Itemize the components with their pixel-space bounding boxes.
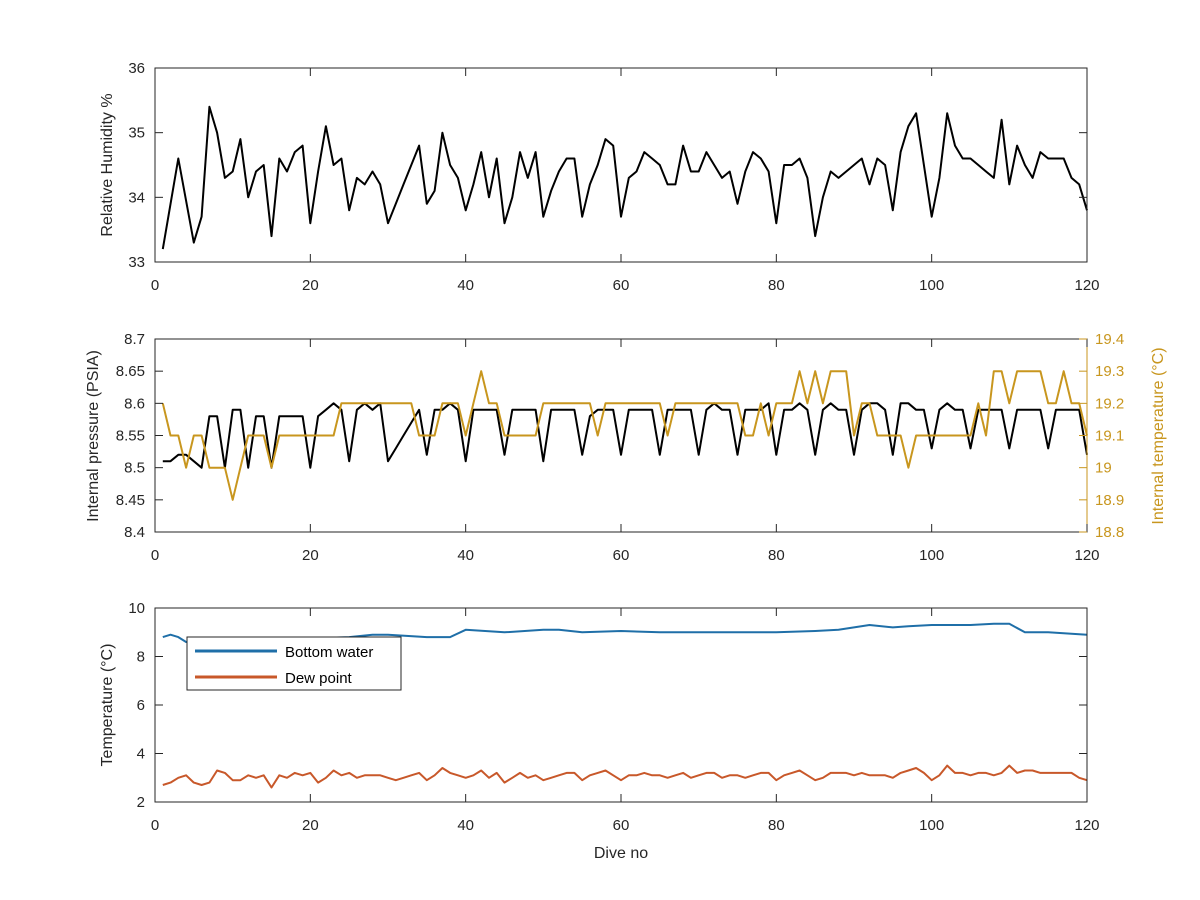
pressure-x-tick-label: 60 [613, 547, 630, 564]
internal-temperature-y-tick-label: 18.9 [1095, 492, 1124, 509]
internal-temperature-y-axis-label: Internal temperature (°C) [1150, 347, 1167, 524]
pressure-series-layer [161, 370, 1088, 501]
pressure-x-tick-label: 120 [1074, 547, 1099, 564]
humidity-x-tick-label: 120 [1074, 277, 1099, 294]
legend: Bottom water Dew point [186, 636, 402, 691]
temperature-x-tick-label: 20 [302, 817, 319, 834]
humidity-line [161, 105, 1088, 250]
humidity-y-tick-label: 36 [128, 60, 145, 77]
humidity-panel: 0 20 40 60 80 100 120 33 34 35 36 Relative Humidit… [99, 60, 1100, 294]
legend-box [186, 636, 402, 691]
humidity-y-axis-label: Relative Humidity % [99, 93, 116, 236]
temperature-x-tick-label: 80 [768, 817, 785, 834]
temperature-x-tick-label: 100 [919, 817, 944, 834]
pressure-y-tick-label: 8.65 [116, 363, 145, 380]
internal-temperature-y-tick-label: 19.4 [1095, 331, 1124, 348]
pressure-y-tick-label: 8.4 [124, 524, 145, 541]
humidity-x-tick-label: 40 [457, 277, 474, 294]
pressure-temperature-panel: 0 20 40 60 80 100 120 8.4 8.45 8.5 8.55 8.6 8.65 8.7 1… [85, 331, 1167, 564]
humidity-x-tick-label: 100 [919, 277, 944, 294]
temperature-x-tick-label: 0 [151, 817, 159, 834]
temperature-x-tick-label: 40 [457, 817, 474, 834]
temperature-y-tick-label: 4 [137, 746, 145, 763]
pressure-x-tick-label: 20 [302, 547, 319, 564]
x-axis-label: Dive no [594, 845, 648, 862]
pressure-x-tick-label: 0 [151, 547, 159, 564]
pressure-y-tick-label: 8.5 [124, 460, 145, 477]
pressure-x-tick-label: 100 [919, 547, 944, 564]
dew-point-line [162, 764, 1088, 789]
internal-temperature-y-tick-label: 18.8 [1095, 524, 1124, 541]
pressure-y-tick-label: 8.6 [124, 395, 145, 412]
humidity-x-tick-label: 20 [302, 277, 319, 294]
humidity-y-tick-label: 33 [128, 254, 145, 271]
pressure-ticks: 0 20 40 60 80 100 120 8.4 8.45 8.5 8.55 8.6 8.65 8.7 1… [116, 331, 1124, 564]
pressure-x-tick-label: 40 [457, 547, 474, 564]
temperature-panel: 0 20 40 60 80 100 120 2 4 6 8 10 Temperature (°C) D… [99, 600, 1100, 862]
pressure-y-tick-label: 8.7 [124, 331, 145, 348]
temperature-y-tick-label: 10 [128, 600, 145, 617]
temperature-y-tick-label: 8 [137, 649, 145, 666]
humidity-x-tick-label: 80 [768, 277, 785, 294]
temperature-ticks: 0 20 40 60 80 100 120 2 4 6 8 10 [128, 600, 1099, 834]
internal-temperature-y-tick-label: 19.3 [1095, 363, 1124, 380]
pressure-y-tick-label: 8.45 [116, 492, 145, 509]
temperature-x-tick-label: 60 [613, 817, 630, 834]
legend-label-bottom-water: Bottom water [285, 644, 373, 661]
humidity-y-tick-label: 35 [128, 125, 145, 142]
internal-temperature-y-tick-label: 19.2 [1095, 395, 1124, 412]
internal-temperature-line [161, 370, 1088, 501]
humidity-x-tick-label: 60 [613, 277, 630, 294]
pressure-y-axis-label: Internal pressure (PSIA) [85, 350, 102, 522]
humidity-ticks: 0 20 40 60 80 100 120 33 34 35 36 [128, 60, 1099, 294]
humidity-y-tick-label: 34 [128, 189, 145, 206]
pressure-line [162, 402, 1088, 469]
temperature-y-axis-label: Temperature (°C) [99, 644, 116, 767]
internal-temperature-y-tick-label: 19 [1095, 460, 1112, 477]
pressure-x-tick-label: 80 [768, 547, 785, 564]
internal-temperature-y-tick-label: 19.1 [1095, 428, 1124, 445]
bottom-water-line [162, 622, 1088, 643]
temperature-y-tick-label: 2 [137, 794, 145, 811]
temperature-series-layer [162, 622, 1088, 789]
humidity-series-layer [161, 105, 1088, 250]
temperature-x-tick-label: 120 [1074, 817, 1099, 834]
legend-label-dew-point: Dew point [285, 670, 353, 687]
pressure-y-tick-label: 8.55 [116, 428, 145, 445]
temperature-y-tick-label: 6 [137, 697, 145, 714]
humidity-x-tick-label: 0 [151, 277, 159, 294]
